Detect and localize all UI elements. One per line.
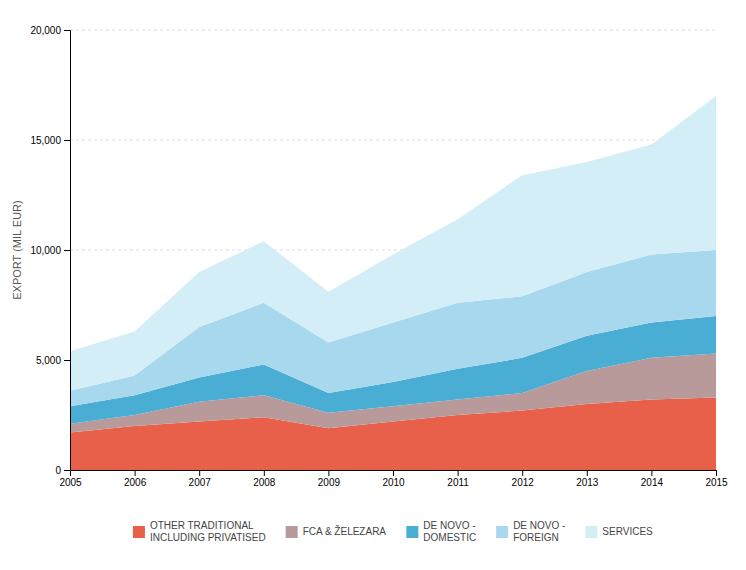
- x-tick: 2005: [59, 470, 82, 488]
- x-tick-label: 2006: [124, 477, 147, 488]
- x-tick: 2011: [447, 470, 469, 488]
- areas: [70, 96, 716, 470]
- legend-item: FCA & ŽELEZARA: [286, 525, 387, 538]
- legend-label: DE NOVO -DOMESTIC: [423, 520, 476, 543]
- x-tick: 2008: [253, 470, 276, 488]
- x-tick: 2013: [576, 470, 599, 488]
- legend-label: OTHER TRADITIONALINCLUDING PRIVATISED: [150, 520, 266, 543]
- x-tick-mark: [199, 470, 200, 476]
- x-tick-label: 2014: [641, 477, 664, 488]
- legend-label: DE NOVO -FOREIGN: [513, 520, 565, 543]
- y-tick-mark: [64, 140, 70, 141]
- y-axis-title: EXPORT (MIL EUR): [11, 200, 23, 299]
- legend-item: SERVICES: [585, 526, 653, 538]
- x-tick-label: 2005: [59, 477, 82, 488]
- x-tick-label: 2008: [253, 477, 276, 488]
- x-tick-mark: [328, 470, 329, 476]
- y-axis-line: [64, 31, 71, 471]
- y-tick-label: 0: [55, 465, 61, 476]
- x-tick-label: 2011: [447, 477, 469, 488]
- y-tick-label: 10,000: [30, 245, 61, 256]
- y-tick-mark: [64, 30, 70, 31]
- plot: 2005 2006 2007 2008 2009 2010 2011 2012 2013 2014…: [30, 25, 728, 488]
- y-tick: 15,000: [30, 135, 70, 146]
- x-tick-mark: [651, 470, 652, 476]
- x-tick-label: 2009: [318, 477, 341, 488]
- grid: [70, 30, 716, 470]
- x-tick-mark: [587, 470, 588, 476]
- chart: 2005 2006 2007 2008 2009 2010 2011 2012 2013 2014…: [0, 0, 746, 570]
- y-tick: 10,000: [30, 245, 70, 256]
- x-tick-mark: [522, 470, 523, 476]
- y-tick: 0: [55, 465, 70, 476]
- y-tick-mark: [64, 470, 70, 471]
- x-tick: 2007: [189, 470, 212, 488]
- x-tick-mark: [716, 470, 717, 476]
- x-tick: 2012: [512, 470, 535, 488]
- x-tick-label: 2015: [705, 477, 728, 488]
- y-tick-label: 15,000: [30, 135, 61, 146]
- y-tick-mark: [64, 360, 70, 361]
- area: [70, 96, 716, 391]
- legend-swatch: [585, 526, 597, 538]
- legend-swatch: [286, 526, 298, 538]
- x-tick-label: 2012: [512, 477, 535, 488]
- y-tick-mark: [64, 250, 70, 251]
- legend-label: SERVICES: [602, 526, 653, 537]
- legend-swatch: [133, 526, 145, 538]
- legend-label: FCA & ŽELEZARA: [303, 525, 387, 537]
- x-axis-line: [71, 471, 717, 477]
- x-tick-label: 2013: [576, 477, 599, 488]
- x-tick: 2010: [382, 470, 405, 488]
- grid-line: [70, 30, 716, 31]
- y-tick: 5,000: [36, 355, 70, 366]
- x-tick-mark: [264, 470, 265, 476]
- legend: OTHER TRADITIONALINCLUDING PRIVATISED FCA…: [133, 520, 653, 543]
- x-tick-label: 2007: [189, 477, 212, 488]
- x-tick: 2014: [641, 470, 664, 488]
- y-axis: 0 5,000 10,000 15,000 20,000: [30, 25, 70, 476]
- y-tick-label: 5,000: [36, 355, 61, 366]
- x-axis: 2005 2006 2007 2008 2009 2010 2011 2012 2013 2014…: [59, 470, 728, 488]
- x-tick: 2009: [318, 470, 341, 488]
- x-tick-mark: [135, 470, 136, 476]
- x-tick-mark: [393, 470, 394, 476]
- legend-swatch: [406, 526, 418, 538]
- legend-swatch: [496, 526, 508, 538]
- y-tick-label: 20,000: [30, 25, 61, 36]
- legend-item: DE NOVO -DOMESTIC: [406, 520, 476, 543]
- x-tick-label: 2010: [382, 477, 405, 488]
- legend-item: DE NOVO -FOREIGN: [496, 520, 565, 543]
- x-tick-mark: [458, 470, 459, 476]
- legend-item: OTHER TRADITIONALINCLUDING PRIVATISED: [133, 520, 266, 543]
- x-tick: 2006: [124, 470, 147, 488]
- x-tick: 2015: [705, 470, 728, 488]
- y-tick: 20,000: [30, 25, 70, 36]
- grid-line: [70, 140, 716, 141]
